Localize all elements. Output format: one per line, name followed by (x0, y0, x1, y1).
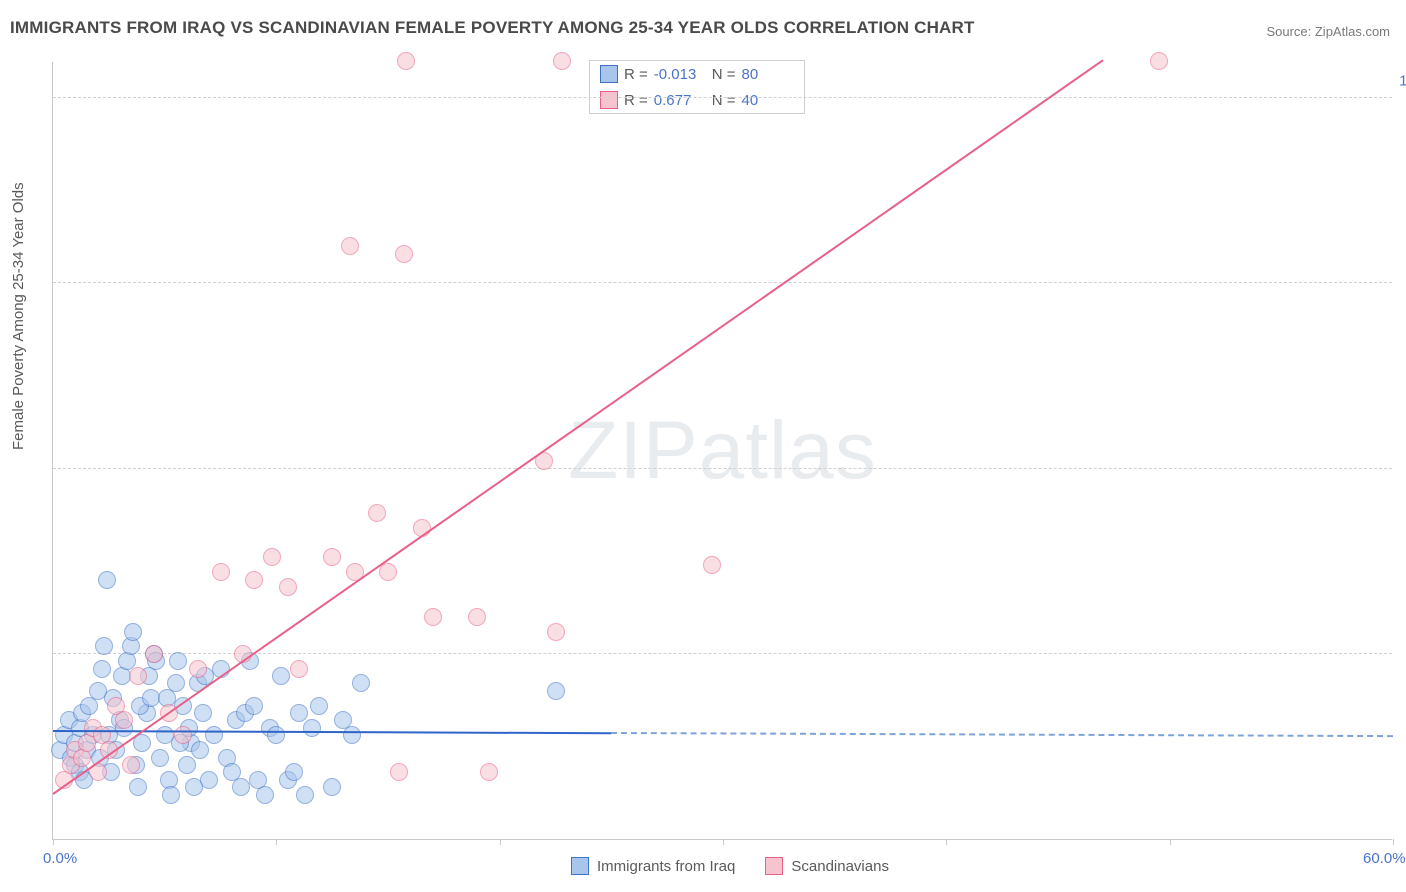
data-point (245, 697, 263, 715)
data-point (174, 726, 192, 744)
x-tick (500, 839, 501, 845)
data-point (205, 726, 223, 744)
data-point (279, 578, 297, 596)
data-point (296, 786, 314, 804)
data-point (390, 763, 408, 781)
data-point (424, 608, 442, 626)
x-tick (53, 839, 54, 845)
data-point (267, 726, 285, 744)
watermark: ZIPatlas (568, 404, 877, 498)
x-tick (723, 839, 724, 845)
data-point (341, 237, 359, 255)
data-point (151, 749, 169, 767)
data-point (547, 623, 565, 641)
data-point (1150, 52, 1168, 70)
data-point (191, 741, 209, 759)
data-point (129, 667, 147, 685)
n-label: N = (712, 92, 736, 109)
data-point (232, 778, 250, 796)
data-point (303, 719, 321, 737)
n-value: 80 (742, 66, 794, 83)
data-point (290, 660, 308, 678)
legend-label: Scandinavians (791, 858, 889, 875)
stat-row-scan: R = 0.677 N = 40 (590, 87, 804, 113)
legend-label: Immigrants from Iraq (597, 858, 735, 875)
swatch-icon (571, 857, 589, 875)
correlation-stats-box: R = -0.013 N = 80 R = 0.677 N = 40 (589, 60, 805, 114)
data-point (352, 674, 370, 692)
data-point (256, 786, 274, 804)
data-point (343, 726, 361, 744)
gridline (53, 282, 1392, 283)
series-legend: Immigrants from Iraq Scandinavians (571, 857, 889, 875)
stat-row-iraq: R = -0.013 N = 80 (590, 61, 804, 87)
y-tick-label: 100.0% (1398, 73, 1406, 90)
data-point (189, 660, 207, 678)
x-tick-label: 0.0% (43, 850, 77, 867)
r-label: R = (624, 66, 648, 83)
swatch-icon (765, 857, 783, 875)
data-point (323, 548, 341, 566)
swatch-icon (600, 91, 618, 109)
x-tick (946, 839, 947, 845)
data-point (162, 786, 180, 804)
data-point (245, 571, 263, 589)
data-point (200, 771, 218, 789)
r-value: 0.677 (654, 92, 706, 109)
swatch-icon (600, 65, 618, 83)
gridline (53, 468, 1392, 469)
regression-line (52, 59, 1103, 794)
data-point (703, 556, 721, 574)
data-point (145, 645, 163, 663)
y-tick-label: 50.0% (1398, 443, 1406, 460)
data-point (323, 778, 341, 796)
data-point (95, 637, 113, 655)
data-point (115, 711, 133, 729)
scatter-plot: ZIPatlas R = -0.013 N = 80 R = 0.677 N =… (52, 62, 1392, 840)
data-point (395, 245, 413, 263)
gridline (53, 97, 1392, 98)
x-tick (1170, 839, 1171, 845)
data-point (169, 652, 187, 670)
data-point (272, 667, 290, 685)
data-point (553, 52, 571, 70)
data-point (285, 763, 303, 781)
data-point (480, 763, 498, 781)
chart-title: IMMIGRANTS FROM IRAQ VS SCANDINAVIAN FEM… (10, 18, 975, 38)
data-point (397, 52, 415, 70)
data-point (129, 778, 147, 796)
x-tick (1393, 839, 1394, 845)
y-axis-label: Female Poverty Among 25-34 Year Olds (10, 182, 27, 450)
data-point (468, 608, 486, 626)
data-point (290, 704, 308, 722)
data-point (212, 563, 230, 581)
data-point (93, 660, 111, 678)
n-label: N = (712, 66, 736, 83)
data-point (124, 623, 142, 641)
legend-item: Scandinavians (765, 857, 889, 875)
r-value: -0.013 (654, 66, 706, 83)
y-tick-label: 75.0% (1398, 258, 1406, 275)
data-point (178, 756, 196, 774)
r-label: R = (624, 92, 648, 109)
regression-extrapolation (611, 732, 1393, 737)
n-value: 40 (742, 92, 794, 109)
legend-item: Immigrants from Iraq (571, 857, 735, 875)
x-tick-label: 60.0% (1363, 850, 1406, 867)
data-point (98, 571, 116, 589)
data-point (368, 504, 386, 522)
y-tick-label: 25.0% (1398, 628, 1406, 645)
x-tick (276, 839, 277, 845)
data-point (194, 704, 212, 722)
data-point (263, 548, 281, 566)
data-point (547, 682, 565, 700)
source-attribution: Source: ZipAtlas.com (1266, 24, 1390, 39)
data-point (122, 756, 140, 774)
data-point (379, 563, 397, 581)
data-point (310, 697, 328, 715)
